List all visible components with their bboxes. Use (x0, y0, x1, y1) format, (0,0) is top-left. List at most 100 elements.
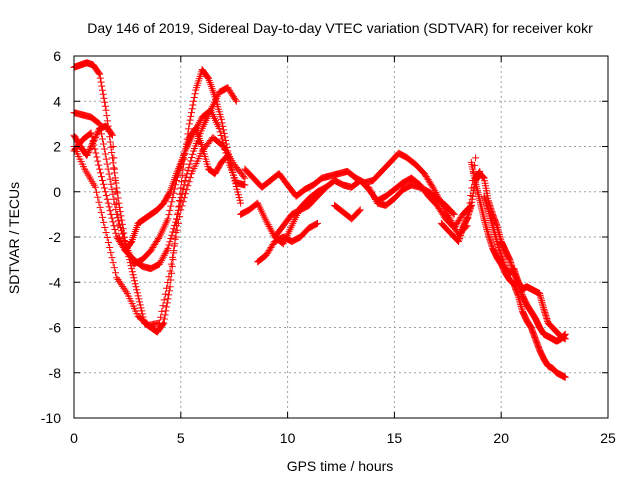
data-point (167, 260, 175, 268)
data-point (95, 198, 103, 206)
data-point (98, 176, 106, 184)
data-point (91, 183, 99, 191)
data-point (109, 159, 117, 167)
data-point (117, 227, 125, 235)
data-point (122, 288, 130, 296)
data-point (173, 170, 181, 178)
data-point (159, 302, 167, 310)
data-point (98, 82, 106, 90)
data-point (186, 174, 194, 182)
data-point (472, 154, 480, 162)
data-point (92, 149, 100, 157)
x-tick-label: 0 (70, 430, 78, 446)
data-point (175, 163, 183, 171)
data-point (268, 228, 276, 236)
data-point (155, 319, 163, 327)
data-point (166, 283, 174, 291)
data-point (215, 124, 223, 132)
data-point (128, 268, 136, 276)
data-point (118, 216, 126, 224)
data-point (84, 149, 92, 157)
data-point (127, 262, 135, 270)
data-point (267, 226, 275, 234)
data-point (430, 185, 438, 193)
data-point (189, 150, 197, 158)
data-point (130, 274, 138, 282)
series-track-15 (437, 167, 484, 246)
data-point (185, 120, 193, 128)
data-point (166, 267, 174, 275)
data-point (102, 228, 110, 236)
data-point (165, 291, 173, 299)
data-point (369, 190, 377, 198)
data-point (370, 192, 378, 200)
y-tick-label: 2 (53, 139, 61, 155)
data-point (115, 277, 123, 285)
y-tick-label: -10 (41, 410, 61, 426)
data-point (106, 175, 114, 183)
data-point (108, 149, 116, 157)
data-point (136, 298, 144, 306)
data-point (158, 255, 166, 263)
data-point (164, 279, 172, 287)
data-point (154, 235, 162, 243)
data-point (113, 184, 121, 192)
data-point (113, 199, 121, 207)
data-point (191, 90, 199, 98)
data-point (158, 307, 166, 315)
data-point (105, 170, 113, 178)
data-point (178, 157, 186, 165)
data-point (88, 133, 96, 141)
data-point (476, 167, 484, 175)
data-point (177, 159, 185, 167)
data-point (186, 116, 194, 124)
series-track-11 (331, 201, 364, 223)
data-point (371, 196, 379, 204)
data-point (171, 240, 179, 248)
data-point (164, 244, 172, 252)
x-tick-label: 15 (387, 430, 403, 446)
data-point (159, 320, 167, 328)
data-point (157, 313, 165, 321)
y-tick-label: 4 (53, 93, 61, 109)
data-point (450, 210, 458, 218)
data-point (231, 96, 239, 104)
data-point (108, 214, 116, 222)
data-point (101, 102, 109, 110)
data-point (103, 112, 111, 120)
data-point (98, 213, 106, 221)
data-point (134, 292, 142, 300)
x-tick-label: 25 (600, 430, 616, 446)
data-point (112, 229, 120, 237)
data-point (83, 152, 91, 160)
data-point (178, 189, 186, 197)
chart-title: Day 146 of 2019, Sidereal Day-to-day VTE… (87, 20, 593, 36)
data-point (190, 97, 198, 105)
data-point (131, 277, 139, 285)
data-point (172, 218, 180, 226)
data-point (96, 165, 104, 173)
data-point (112, 205, 120, 213)
data-point (163, 284, 171, 292)
y-tick-label: 6 (53, 48, 61, 64)
y-axis-label: SDTVAR / TECUs (6, 182, 22, 294)
data-point (113, 210, 121, 218)
data-point (157, 257, 165, 265)
data-point (110, 222, 118, 230)
data-point (169, 228, 177, 236)
data-point (108, 130, 116, 138)
data-points (70, 59, 569, 381)
series-track-14 (480, 192, 569, 345)
data-point (107, 180, 115, 188)
data-point (90, 141, 98, 149)
data-point (114, 275, 122, 283)
data-point (104, 165, 112, 173)
data-point (95, 69, 103, 77)
data-point (95, 161, 103, 169)
data-point (178, 171, 186, 179)
data-point (137, 304, 145, 312)
data-point (164, 215, 172, 223)
data-point (96, 70, 104, 78)
data-point (103, 160, 111, 168)
